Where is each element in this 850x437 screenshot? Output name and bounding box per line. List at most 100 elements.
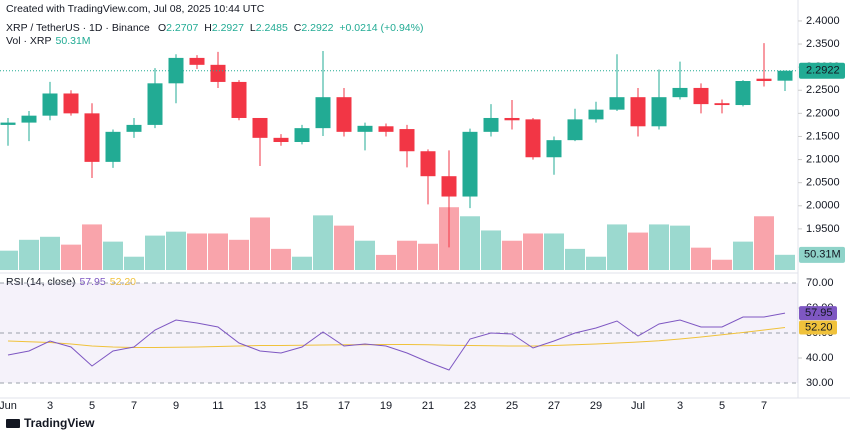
c-value: 2.2922 <box>301 22 333 34</box>
volume-bar <box>292 256 312 270</box>
x-tick-label: 11 <box>212 400 223 412</box>
candle-body <box>525 119 541 158</box>
volume-bar <box>544 233 564 270</box>
volume-bar <box>397 240 417 270</box>
volume-bar <box>628 232 648 270</box>
l-value: 2.2485 <box>256 22 288 34</box>
candle-body <box>378 126 394 132</box>
x-tick-label: Jul <box>631 400 645 412</box>
volume-bar <box>691 247 711 270</box>
candle-body <box>441 176 457 197</box>
h-label: H <box>204 22 212 34</box>
rsi-ma-badge <box>799 320 837 335</box>
x-tick-label: 15 <box>296 400 308 412</box>
x-tick-label: 7 <box>131 400 137 412</box>
volume-bar <box>733 241 753 270</box>
h-value: 2.2927 <box>212 22 244 34</box>
x-tick-label: 21 <box>422 400 434 412</box>
candle-body <box>588 109 604 120</box>
candle-body <box>315 97 331 129</box>
candle-body <box>609 97 625 110</box>
volume-bar <box>670 225 690 270</box>
volume-bar <box>481 230 501 270</box>
candle-body <box>735 81 751 106</box>
x-tick-label: 13 <box>254 400 266 412</box>
volume-bar <box>313 215 333 270</box>
volume-bar <box>607 224 627 270</box>
volume-title-text: Vol · XRP <box>6 35 52 47</box>
rsi-line <box>7 312 786 371</box>
volume-badge-label: 50.31M <box>804 249 841 261</box>
x-tick-label: 27 <box>548 400 560 412</box>
x-tick-label: 3 <box>677 400 683 412</box>
x-tick-label: 9 <box>173 400 179 412</box>
volume-bar <box>271 248 291 270</box>
volume-bar <box>649 224 669 270</box>
volume-bar <box>61 244 81 270</box>
rsi-tick-label: 70.00 <box>806 277 834 289</box>
brand: TradingView <box>24 416 95 430</box>
candle-body <box>777 70 793 81</box>
candle-body <box>21 115 37 123</box>
volume-bar <box>712 259 732 270</box>
candle-body <box>168 57 184 84</box>
credit: Created with TradingView.com, Jul 08, 20… <box>6 3 265 15</box>
volume-bar <box>586 256 606 270</box>
candle-body <box>693 87 709 105</box>
volume-bar <box>250 217 270 270</box>
volume-bar <box>460 216 480 270</box>
y-tick-label: 2.2000 <box>806 107 840 119</box>
rsi-band <box>0 283 798 383</box>
candle-body <box>462 131 478 197</box>
y-tick-label: 2.2500 <box>806 84 840 96</box>
y-tick-label: 2.1000 <box>806 153 840 165</box>
candle-body <box>84 113 100 162</box>
y-tick-label: 2.0500 <box>806 177 840 189</box>
candle-body <box>420 151 436 177</box>
y-tick-label: 2.3500 <box>806 38 840 50</box>
candle-body <box>504 117 520 121</box>
volume-bar <box>187 233 207 270</box>
rsi-tick-label: 40.00 <box>806 352 834 364</box>
volume-bar <box>355 240 375 270</box>
volume-bar <box>418 243 438 270</box>
candle-body <box>252 117 268 138</box>
x-tick-label: 5 <box>719 400 725 412</box>
volume-bar <box>775 254 795 270</box>
candle-body <box>147 83 163 125</box>
candle-body <box>399 129 415 152</box>
x-tick-label: Jun <box>0 400 17 412</box>
x-tick-label: 7 <box>761 400 767 412</box>
candle-body <box>210 64 226 82</box>
volume-bar <box>229 239 249 270</box>
volume-bar <box>40 236 60 270</box>
volume-badge <box>799 246 845 263</box>
ohlc: O2.2707 H2.2927 L2.2485 C2.2922 +0.0214 … <box>158 22 423 34</box>
rsi-title-text: RSI (14, close) <box>6 276 75 288</box>
rsi-tick-label: 30.00 <box>806 377 834 389</box>
candle-body <box>105 131 121 162</box>
rsi-badge <box>799 306 837 321</box>
c-label: C <box>294 22 302 34</box>
volume-title: Vol · XRP 50.31M <box>6 35 91 47</box>
candle-body <box>189 57 205 65</box>
volume-bar <box>523 233 543 270</box>
candle-body <box>0 122 16 125</box>
change: +0.0214 (+0.94%) <box>339 22 423 34</box>
volume-bar <box>166 231 186 270</box>
candle-body <box>714 103 730 106</box>
symbol: XRP / TetherUS · 1D · Binance <box>6 22 150 34</box>
logo-mark <box>6 419 20 428</box>
y-tick-label: 2.0000 <box>806 200 840 212</box>
o-label: O <box>158 22 166 34</box>
rsi-badge-label: 57.95 <box>805 307 833 319</box>
rsi-value: 57.95 <box>79 276 105 288</box>
logo <box>6 419 20 428</box>
x-tick-label: 17 <box>338 400 350 412</box>
x-tick-label: 25 <box>506 400 518 412</box>
rsi-title: RSI (14, close) 57.95 52.20 <box>6 276 136 288</box>
rsi-ma-badge-label: 52.20 <box>805 321 833 333</box>
y-tick-label: 2.4000 <box>806 15 840 27</box>
rsi-ma-value: 52.20 <box>110 276 136 288</box>
